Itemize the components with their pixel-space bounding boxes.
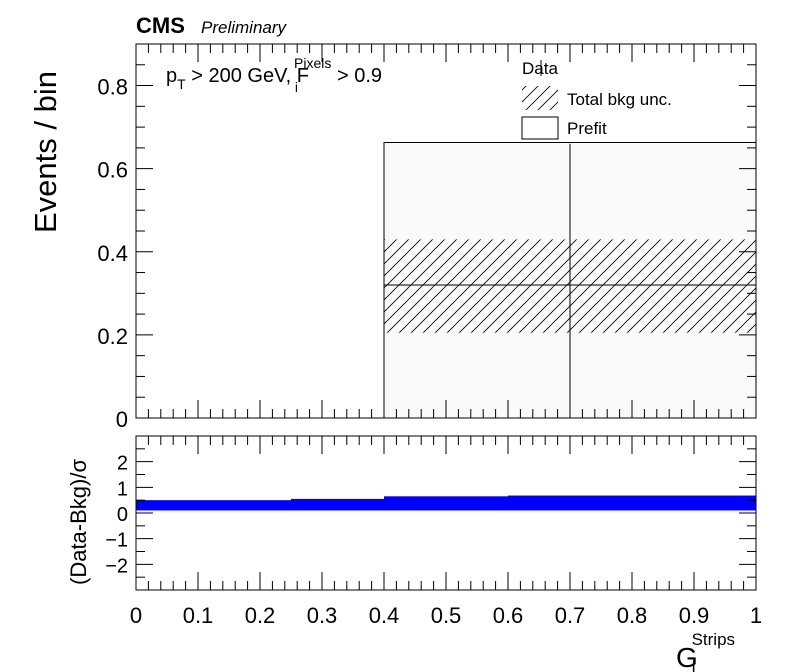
main-y-tick-label: 0.6 [97, 158, 128, 183]
legend-prefit-swatch [521, 116, 559, 140]
legend-prefit-label: Prefit [567, 119, 607, 138]
main-axes [135, 43, 757, 419]
cms-label: CMS [136, 13, 185, 38]
x-tick-label: 0.9 [679, 603, 710, 628]
x-tick-labels: 0 0.1 0.2 0.3 0.4 0.5 0.6 0.7 0.8 0.9 1 [130, 603, 762, 628]
x-tick-label: 0.7 [555, 603, 586, 628]
ratio-frame [135, 435, 757, 591]
x-tick-label: 0 [130, 603, 142, 628]
x-tick-label: 0.3 [307, 603, 338, 628]
legend-hatch-swatch [522, 86, 558, 110]
selection-annotation: pT > 200 GeV, FiPixels > 0.9 [166, 55, 382, 95]
ratio-y-tick-label: 2 [117, 453, 128, 475]
ratio-band [136, 495, 756, 511]
ratio-band-segment-3 [508, 495, 756, 511]
main-y-axis-label: Events / bin [28, 71, 63, 233]
ratio-band-segment-1 [291, 498, 384, 511]
ratio-axes [135, 435, 757, 591]
legend: Data Total bkg unc. Prefit [521, 59, 672, 140]
ratio-y-tick-label: −1 [105, 530, 128, 552]
x-axis-label: GiStrips [676, 630, 735, 672]
ratio-y-tick-label: 1 [117, 478, 128, 500]
ratio-band-segment-2 [384, 496, 508, 511]
x-tick-label: 0.6 [493, 603, 524, 628]
ratio-y-tick-label: 0 [117, 504, 128, 526]
main-y-tick-label: 0.8 [97, 75, 128, 100]
x-tick-label: 1 [750, 603, 762, 628]
preliminary-label: Preliminary [201, 18, 288, 37]
main-y-tick-label: 0.2 [97, 324, 128, 349]
ratio-y-tick-label: −2 [105, 555, 128, 577]
main-y-tick-label: 0 [116, 407, 128, 432]
main-y-tick-labels: 0 0.2 0.4 0.6 0.8 [97, 75, 128, 432]
ratio-y-tick-labels: −2 −1 0 1 2 [105, 453, 128, 578]
ratio-band-segment-0 [136, 500, 291, 511]
x-tick-label: 0.8 [617, 603, 648, 628]
x-tick-label: 0.1 [183, 603, 214, 628]
main-y-tick-label: 0.4 [97, 241, 128, 266]
ratio-y-axis-label: (Data-Bkg)/σ [66, 459, 91, 585]
legend-unc-label: Total bkg unc. [567, 90, 672, 109]
x-tick-label: 0.5 [431, 603, 462, 628]
x-tick-label: 0.2 [245, 603, 276, 628]
x-tick-label: 0.4 [369, 603, 400, 628]
legend-data-label: Data [522, 59, 558, 78]
